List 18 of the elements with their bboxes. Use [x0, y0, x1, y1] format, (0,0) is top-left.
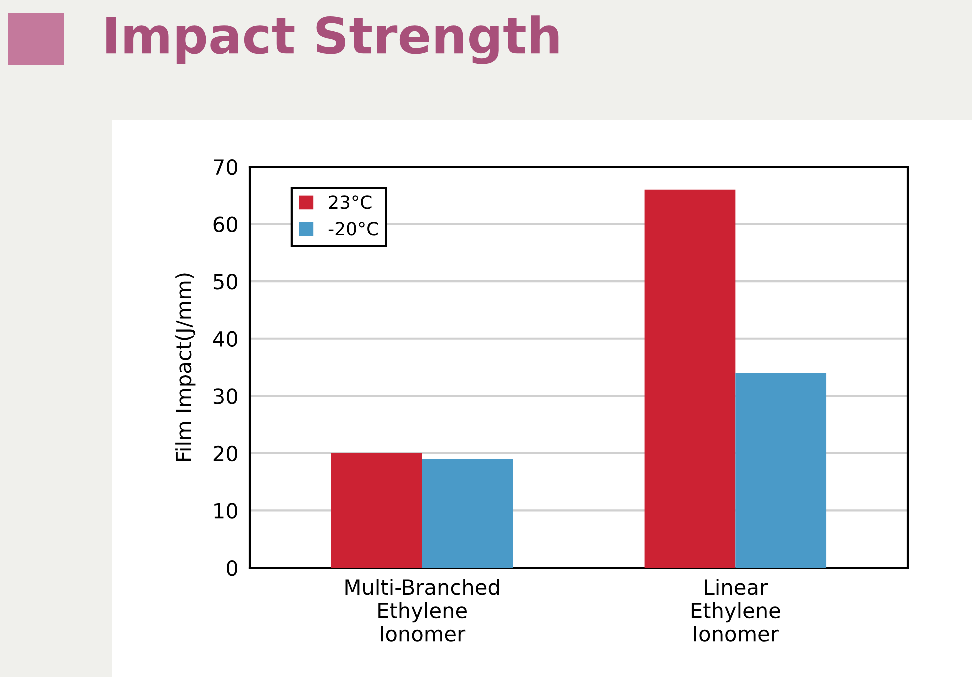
y-axis-title: Film Impact(J/mm): [176, 274, 196, 461]
legend-label: -20°C: [328, 222, 378, 236]
bar: [422, 459, 514, 568]
chart-title: Impact Strength: [106, 16, 559, 64]
legend-label: 23°C: [329, 196, 372, 210]
bar: [331, 453, 422, 568]
y-tick-label: 50: [214, 274, 238, 290]
y-tick-label: 30: [214, 388, 238, 404]
bar: [736, 373, 827, 568]
y-tick-label: 0: [227, 560, 238, 576]
x-tick-label: Linear Ethylene Ionomer: [692, 579, 780, 642]
y-tick-label: 60: [214, 216, 238, 232]
bar: [644, 190, 736, 568]
x-tick-label: Multi-Branched Ethylene Ionomer: [346, 579, 500, 642]
y-tick-label: 10: [214, 503, 238, 519]
y-tick-label: 70: [214, 159, 238, 176]
y-tick-label: 40: [213, 331, 238, 348]
y-tick-label: 20: [214, 446, 238, 462]
